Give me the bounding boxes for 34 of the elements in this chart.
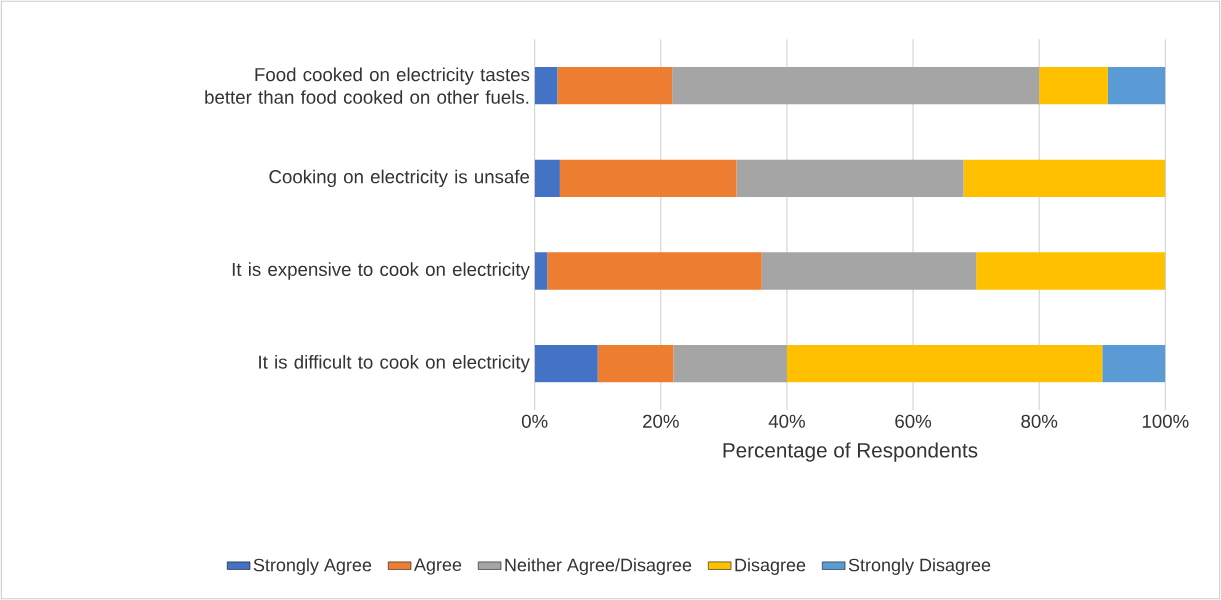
bar [1039,67,1108,105]
x-axis-title: Percentage of Respondents [723,442,978,462]
y-tick-label: It is expensive to cook on electricity [232,262,530,280]
bar [559,159,737,197]
bar [736,159,964,197]
y-tick-label: It is difficult to cook on electricity [259,354,530,373]
x-tick-label: 60% [895,414,932,428]
bar [534,159,560,197]
bar [963,159,1166,197]
y-tick-label: Cooking on electricity is unsafe [269,169,530,188]
bar [673,345,787,383]
legend-label: Neither Agree/Disagree [505,558,692,575]
legend-label: Disagree [735,558,806,575]
legend-label: Agree [413,558,462,575]
legend-label: Strongly Disagree [848,558,991,575]
bar [1102,345,1166,383]
bar [976,252,1166,290]
bar [534,67,558,105]
legend-label: Strongly Agree [253,558,372,575]
bar [557,67,673,105]
x-tick-label: 80% [1021,414,1058,428]
bar [761,252,977,290]
bar [547,252,762,290]
x-tick-label: 20% [643,414,679,428]
bar [672,67,1040,105]
bar [1107,67,1166,105]
bar [534,252,548,290]
bar [597,345,674,383]
bar [534,345,598,383]
x-tick-label: 100% [1142,414,1189,428]
x-tick-label: 40% [768,414,805,428]
bar [786,345,1103,383]
x-tick-label: 0% [521,414,548,428]
y-tick-label: Food cooked on electricity tastes better than food cooked on other fuels. [205,67,530,104]
